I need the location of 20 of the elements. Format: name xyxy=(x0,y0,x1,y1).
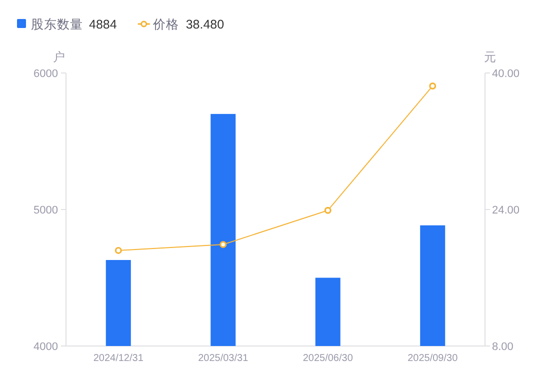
point xyxy=(114,246,122,254)
x-tick-label: 2025/06/30 xyxy=(302,353,354,364)
y2-tick-label: 40.00 xyxy=(492,68,520,80)
legend-label: 股东数量 xyxy=(31,18,83,32)
y-axis-title: 户 xyxy=(53,50,65,64)
text: 38.480 xyxy=(186,18,224,32)
y-tick-label: 5000 xyxy=(34,204,58,216)
y-tick-label: 6000 xyxy=(34,68,58,80)
y2-tick-label: 24.00 xyxy=(492,204,520,216)
legend-label: 价格 xyxy=(152,18,179,32)
x-tick-label: 2025/09/30 xyxy=(408,353,458,364)
text: 4884 xyxy=(89,18,117,32)
x-tick-label: 2024/12/31 xyxy=(93,353,144,364)
point xyxy=(324,206,332,214)
y-tick-label: 4000 xyxy=(34,341,58,353)
point xyxy=(429,82,436,90)
y2-axis-title: 元 xyxy=(484,50,496,64)
x-tick-label: 2025/03/31 xyxy=(198,353,249,364)
y2-tick-label: 8.00 xyxy=(492,341,514,353)
point xyxy=(220,240,227,248)
